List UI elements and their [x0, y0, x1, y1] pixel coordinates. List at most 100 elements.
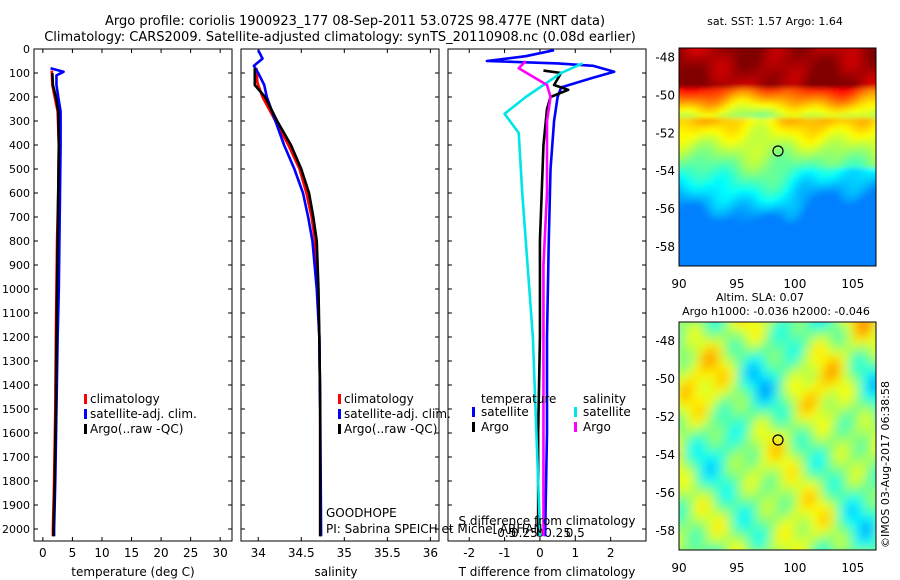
map-cell [826, 497, 834, 505]
map-cell [770, 406, 778, 414]
map-cell [779, 138, 785, 144]
map-cell [693, 364, 701, 372]
map-cell [834, 168, 840, 174]
map-cell [864, 83, 870, 89]
map-cell [861, 434, 869, 442]
map-cell [714, 518, 722, 526]
map-cell [819, 385, 827, 393]
map-cell [714, 420, 722, 428]
map-cell [814, 93, 820, 99]
map-cell [728, 441, 736, 449]
series-line-argo [536, 69, 570, 537]
map-cell [709, 98, 715, 104]
map-cell [861, 406, 869, 414]
map-cell [756, 518, 764, 526]
map-cell [805, 378, 813, 386]
map-cell [844, 88, 850, 94]
map-cell [707, 553, 715, 561]
map-cell [779, 263, 785, 266]
map-cell [814, 268, 820, 274]
map-cell [854, 546, 862, 550]
map-cell [679, 371, 687, 379]
map-cell [784, 462, 792, 470]
map-cell [749, 93, 755, 99]
map-cell [844, 198, 850, 204]
map-cell [833, 462, 841, 470]
legend-title-salinity: salinity [583, 392, 626, 406]
map-cell [770, 441, 778, 449]
map-cell [763, 539, 771, 547]
map-cell [779, 128, 785, 134]
map-cell [789, 78, 795, 84]
x-tick-label: -2 [463, 546, 475, 560]
map-cell [709, 118, 715, 124]
map-cell [784, 371, 792, 379]
map-cell [769, 198, 775, 204]
map-cell [774, 113, 780, 119]
map-cell [721, 539, 729, 547]
map-cell [742, 336, 750, 344]
map-cell [799, 138, 805, 144]
map-cell [770, 483, 778, 491]
map-cell [744, 123, 750, 129]
map-cell [826, 448, 834, 456]
map-cell [735, 476, 743, 484]
map-cell [854, 497, 862, 505]
map-y-tick-label: -54 [655, 164, 675, 178]
map-cell [777, 378, 785, 386]
map-cell [734, 268, 740, 274]
map-cell [700, 469, 708, 477]
map-cell [686, 350, 694, 358]
map-cell [847, 343, 855, 351]
map-cell [699, 203, 705, 209]
map-cell [834, 98, 840, 104]
map-cell [809, 123, 815, 129]
map-cell [798, 399, 806, 407]
map-cell [799, 63, 805, 69]
map-cell [854, 218, 860, 224]
map-cell [814, 168, 820, 174]
map-cell [794, 208, 800, 214]
map-cell [859, 263, 865, 266]
map-cell [874, 113, 876, 119]
map-cell [879, 158, 885, 164]
map-cell [824, 188, 830, 194]
map-cell [694, 58, 700, 64]
map-cell [849, 248, 855, 254]
map-cell [849, 218, 855, 224]
map-cell [809, 118, 815, 124]
map-cell [744, 83, 750, 89]
map-cell [679, 188, 685, 194]
map-cell [749, 183, 755, 189]
map-cell [744, 248, 750, 254]
map-cell [774, 193, 780, 199]
map-cell [769, 173, 775, 179]
map-cell [864, 68, 870, 74]
map-cell [721, 322, 729, 330]
map-cell [699, 103, 705, 109]
map-cell [824, 48, 830, 54]
map-cell [829, 263, 835, 266]
map-cell [844, 148, 850, 154]
map-cell [840, 427, 848, 435]
map-cell [689, 253, 695, 259]
map-cell [728, 357, 736, 365]
map-cell [799, 263, 805, 266]
map-cell [861, 322, 869, 330]
map-cell [699, 188, 705, 194]
map-cell [833, 546, 841, 550]
map-cell [789, 248, 795, 254]
map-cell [699, 108, 705, 114]
map-cell [826, 392, 834, 400]
map-cell [804, 133, 810, 139]
map-cell [847, 448, 855, 456]
map-cell [759, 133, 765, 139]
map-cell [707, 371, 715, 379]
x2-tick-label: -0.5 [493, 526, 516, 540]
map-cell [719, 138, 725, 144]
map-cell [859, 88, 865, 94]
map-cell [819, 63, 825, 69]
map-cell [791, 553, 799, 561]
map-cell [879, 143, 885, 149]
map-cell [789, 198, 795, 204]
